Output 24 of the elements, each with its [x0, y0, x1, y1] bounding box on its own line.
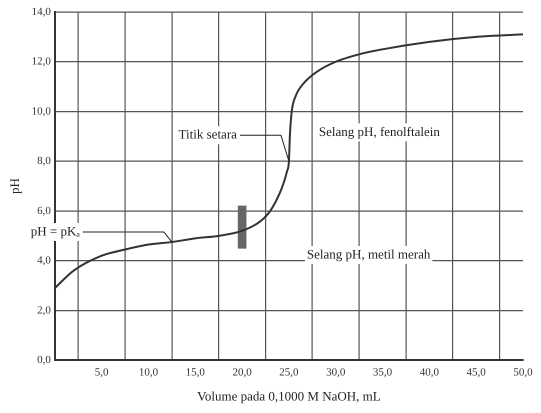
x-tick-label: 35,0 [372, 366, 393, 379]
x-tick-label: 20,0 [232, 366, 252, 379]
x-axis-title: Volume pada 0,1000 M NaOH, mL [197, 388, 381, 404]
y-tick-label: 6,0 [37, 204, 52, 217]
y-tick-label: 12,0 [32, 56, 52, 68]
x-tick-label: 10,0 [138, 366, 159, 379]
annotation: Titik setara [178, 126, 238, 142]
x-tick-label: 30,0 [326, 366, 346, 379]
y-tick-label: 8,0 [37, 155, 52, 168]
x-tick-label: 40,0 [420, 366, 440, 379]
x-tick-label: 15,0 [186, 366, 206, 379]
annotation: pH = pKₐ [30, 223, 80, 238]
x-tick-label: 5,0 [94, 366, 110, 379]
annotation: Selang pH, fenolftalein [318, 124, 440, 139]
y-tick-label: 4,0 [37, 254, 52, 267]
y-tick-label: 2,0 [37, 304, 52, 316]
x-tick-label: 50,0 [513, 366, 534, 379]
y-tick-label: 10,0 [32, 105, 52, 118]
x-tick-label: 25,0 [279, 366, 300, 379]
y-axis-title: pH [7, 178, 22, 194]
annotation: Selang pH, metil merah [306, 246, 431, 262]
y-tick-label: 0,0 [37, 354, 52, 366]
x-tick-label: 45,0 [466, 366, 486, 379]
y-tick-label: 14,0 [32, 6, 52, 18]
